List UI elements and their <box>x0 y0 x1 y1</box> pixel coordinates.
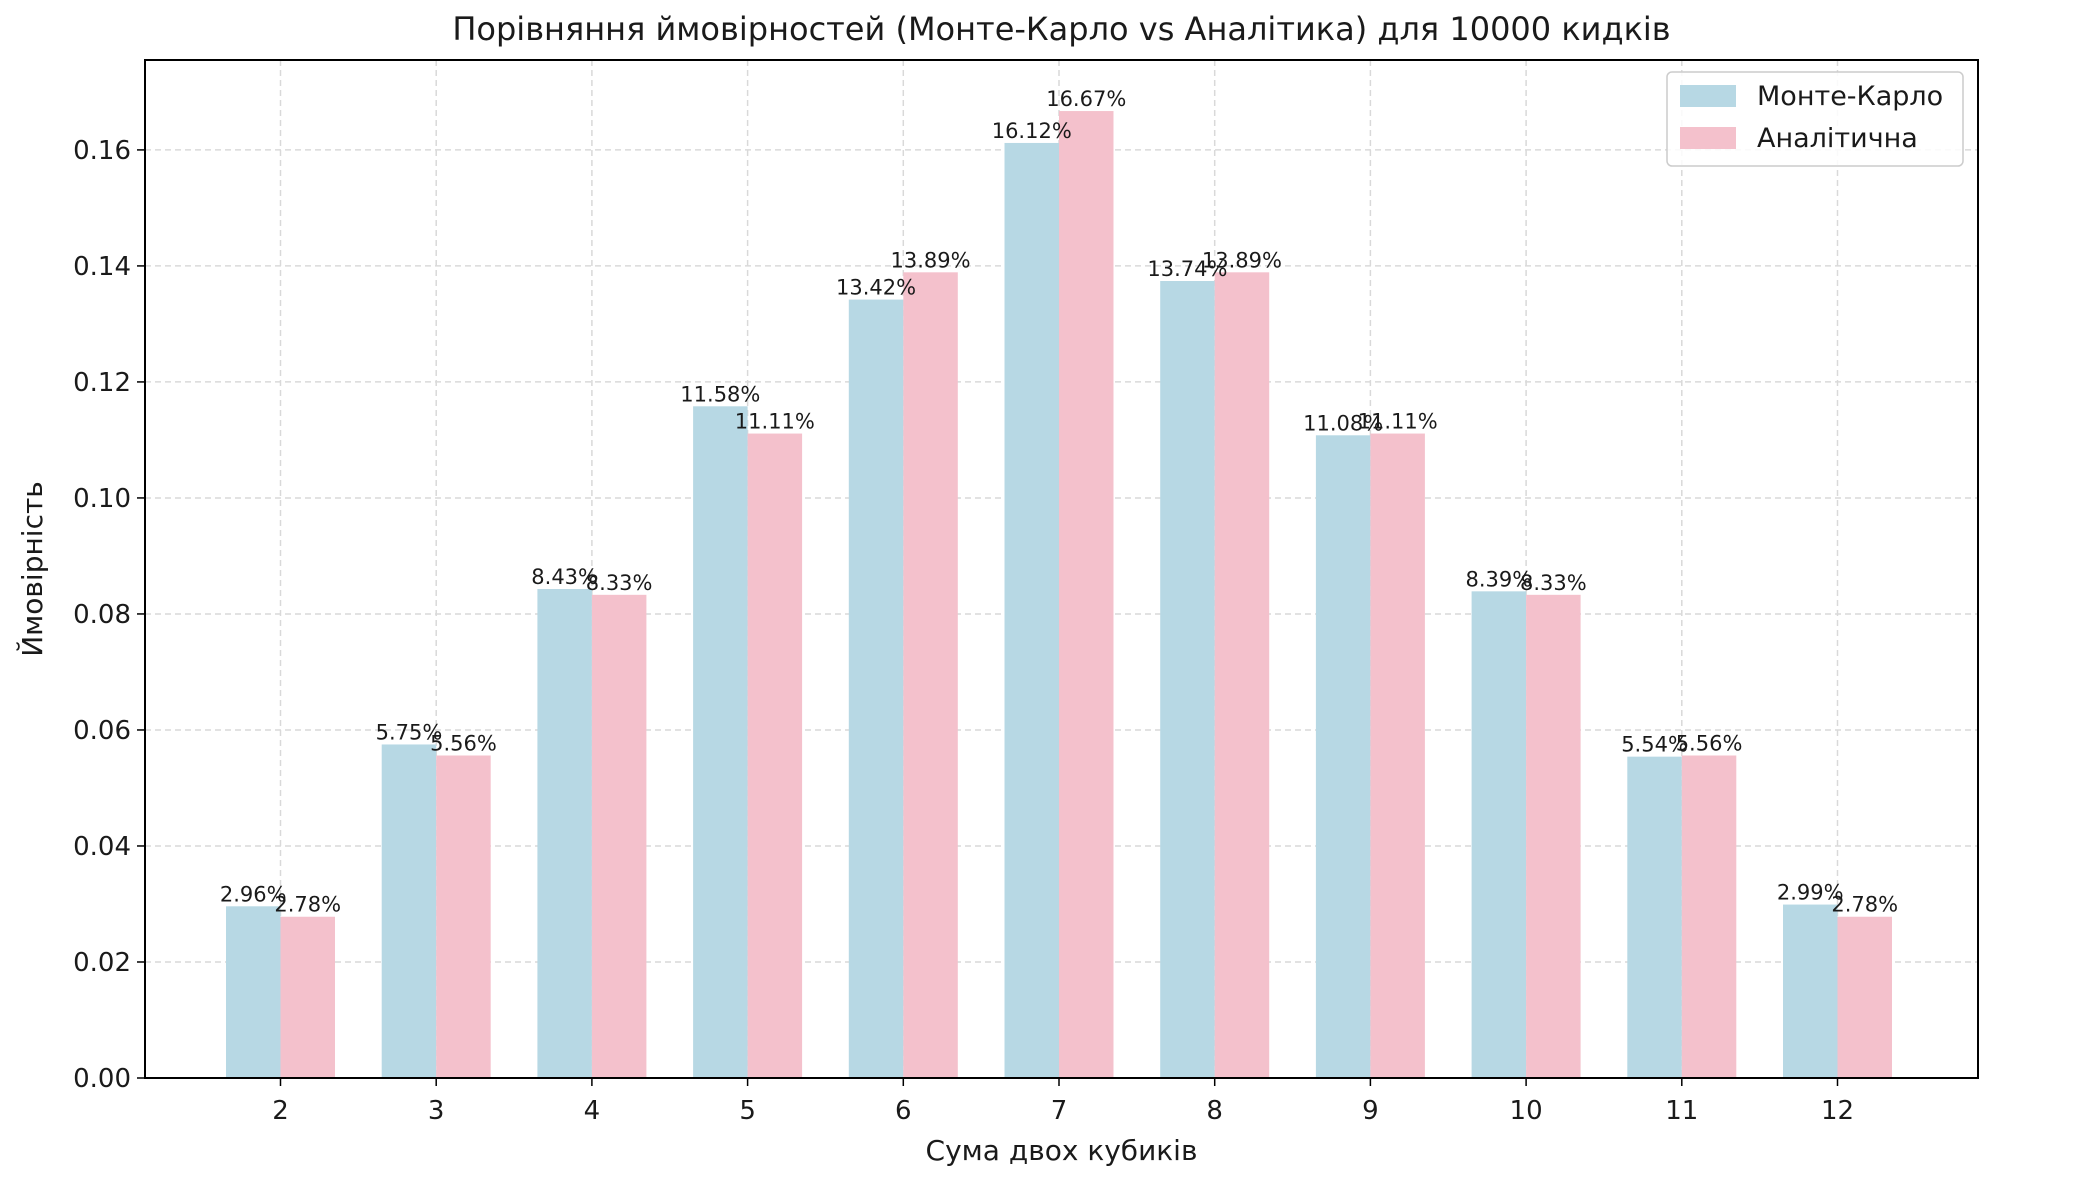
legend-label: Аналітична <box>1757 123 1918 154</box>
x-tick-label: 3 <box>428 1096 445 1126</box>
bar-monte-carlo <box>1315 435 1371 1078</box>
bar-value-label: 2.78% <box>1831 893 1898 917</box>
plot-frame <box>144 59 1979 1079</box>
x-tick-label: 6 <box>895 1096 912 1126</box>
bar-value-label: 13.89% <box>1202 248 1282 272</box>
bar-value-label: 5.56% <box>1676 731 1743 755</box>
y-tick-label: 0.12 <box>73 368 131 398</box>
x-tick-label: 7 <box>1051 1096 1068 1126</box>
x-tick-label: 5 <box>739 1096 756 1126</box>
y-tick-label: 0.00 <box>73 1064 131 1094</box>
bar-value-label: 5.54% <box>1621 733 1688 757</box>
bar-analytic <box>591 594 647 1078</box>
bar-analytic <box>1837 916 1892 1078</box>
bar-monte-carlo <box>1471 591 1527 1078</box>
bar-monte-carlo <box>1783 904 1838 1078</box>
legend: Монте-Карло Аналітична <box>1666 71 1964 167</box>
x-tick-label: 12 <box>1821 1096 1854 1126</box>
bar-analytic <box>1681 755 1737 1078</box>
x-tick-label: 2 <box>272 1096 289 1126</box>
bar-value-label: 5.56% <box>430 731 497 755</box>
bar-value-label: 11.11% <box>1358 410 1438 434</box>
bar-monte-carlo <box>1627 756 1682 1078</box>
bar-value-label: 2.99% <box>1777 881 1844 905</box>
y-tick-label: 0.16 <box>73 136 131 166</box>
bar-monte-carlo <box>226 906 281 1078</box>
bar-monte-carlo <box>381 744 437 1078</box>
bar-analytic <box>280 916 335 1078</box>
x-tick-label: 11 <box>1665 1096 1698 1126</box>
y-tick-label: 0.04 <box>73 832 131 862</box>
x-tick-label: 10 <box>1510 1096 1543 1126</box>
bar-value-label: 16.12% <box>992 119 1072 143</box>
bar-value-label: 5.75% <box>376 720 443 744</box>
bar-value-labels: 2.96%5.75%8.43%11.58%13.42%16.12%13.74%1… <box>220 87 1898 917</box>
bars <box>226 111 1892 1079</box>
bar-value-label: 11.58% <box>680 382 760 406</box>
x-tick-label: 4 <box>584 1096 601 1126</box>
bar-value-label: 2.78% <box>274 893 341 917</box>
bar-value-label: 13.42% <box>836 276 916 300</box>
bar-analytic <box>747 433 803 1078</box>
bar-value-label: 13.89% <box>891 248 971 272</box>
bar-monte-carlo <box>1160 281 1215 1078</box>
bar-value-label: 11.11% <box>735 410 815 434</box>
bar-monte-carlo <box>693 406 748 1078</box>
x-tick-label: 8 <box>1206 1096 1223 1126</box>
legend-swatch <box>1680 127 1736 149</box>
bar-analytic <box>1526 594 1581 1078</box>
y-tick-label: 0.02 <box>73 948 131 978</box>
bar-analytic <box>1059 111 1114 1078</box>
bar-value-label: 8.33% <box>1520 571 1587 595</box>
bar-value-label: 16.67% <box>1046 87 1126 111</box>
bar-value-label: 11.08% <box>1303 411 1383 435</box>
bar-value-label: 8.33% <box>586 571 653 595</box>
y-tick-label: 0.08 <box>73 600 131 630</box>
bar-analytic <box>436 755 491 1078</box>
y-tick-label: 0.14 <box>73 252 131 282</box>
bar-analytic <box>1214 272 1270 1078</box>
bar-monte-carlo <box>537 589 592 1078</box>
bar-monte-carlo <box>1004 142 1059 1079</box>
legend-label: Монте-Карло <box>1757 81 1943 112</box>
bar-value-label: 8.43% <box>531 565 598 589</box>
legend-swatch <box>1680 85 1736 107</box>
bar-analytic <box>903 272 958 1078</box>
x-axis-label: Сума двох кубиків <box>926 1134 1198 1167</box>
chart-title: Порівняння ймовірностей (Монте-Карло vs … <box>452 10 1670 48</box>
bar-analytic <box>1370 433 1425 1078</box>
bar-value-label: 13.74% <box>1147 257 1227 281</box>
legend-box <box>1666 71 1964 167</box>
y-tick-label: 0.06 <box>73 716 131 746</box>
y-axis-label: Ймовірність <box>15 481 49 657</box>
axis-ticks: 0.00 0.02 0.04 0.06 0.08 0.10 0.12 0.14 0.16 2 3 4 5… <box>73 136 1854 1126</box>
bar-monte-carlo <box>848 299 904 1078</box>
y-tick-label: 0.10 <box>73 484 131 514</box>
x-tick-label: 9 <box>1362 1096 1379 1126</box>
bar-value-label: 8.39% <box>1465 567 1532 591</box>
bar-value-label: 2.96% <box>220 882 287 906</box>
